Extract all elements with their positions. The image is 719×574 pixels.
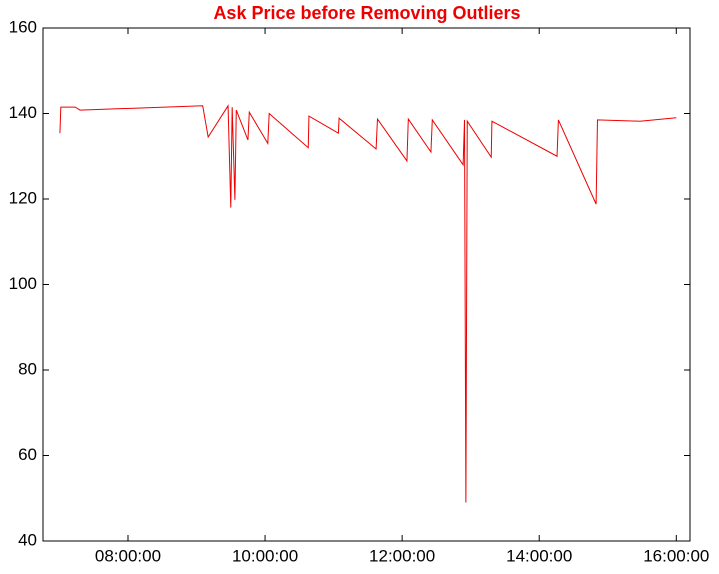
x-tick-label: 10:00:00 [232,546,298,565]
y-tick-label: 100 [9,274,37,293]
plot-frame [42,27,691,542]
y-tick-label: 160 [9,17,37,36]
price-line [59,104,677,503]
y-tick-label: 60 [18,445,37,464]
chart-title: Ask Price before Removing Outliers [213,3,520,23]
y-tick-label: 80 [18,359,37,378]
y-tick-label: 120 [9,188,37,207]
x-tick-label: 12:00:00 [369,546,435,565]
x-tick-label: 16:00:00 [643,546,709,565]
x-tick-label: 08:00:00 [95,546,161,565]
y-tick-label: 140 [9,103,37,122]
x-tick-label: 14:00:00 [506,546,572,565]
y-tick-label: 40 [18,530,37,549]
